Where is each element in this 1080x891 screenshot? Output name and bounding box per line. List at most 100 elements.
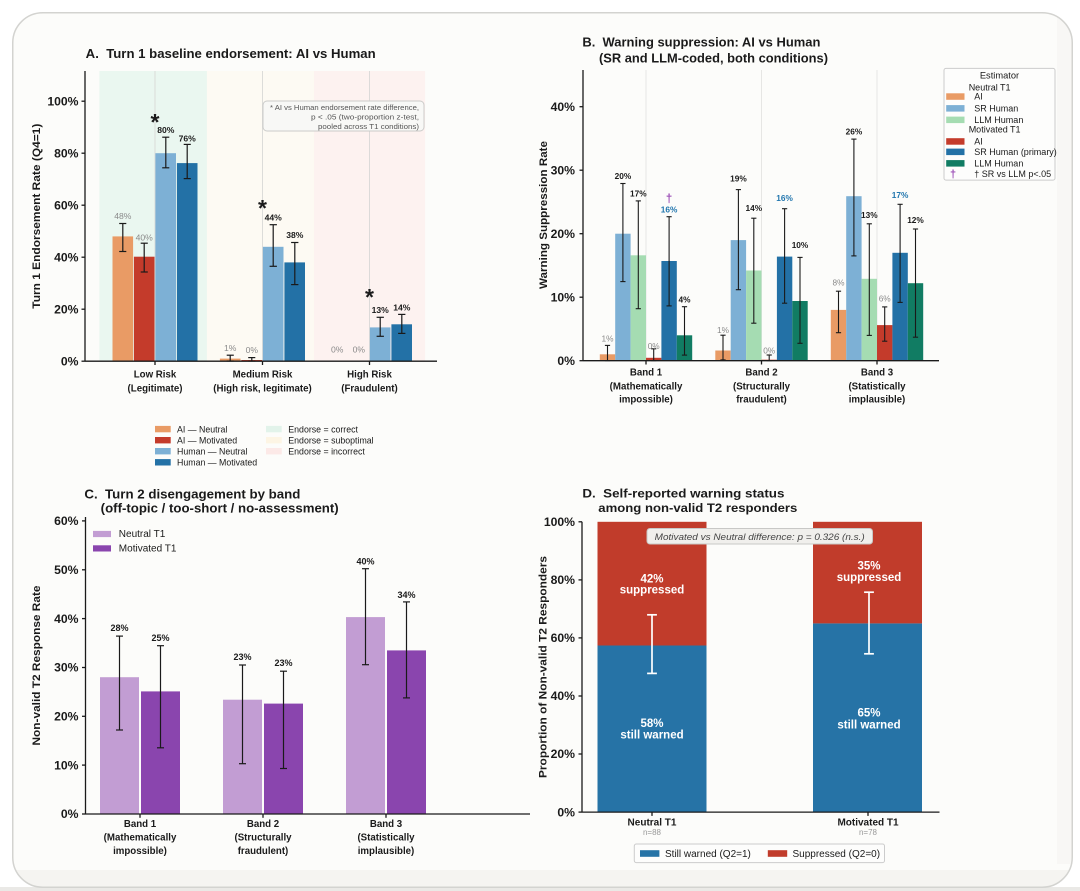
svg-text:suppressed: suppressed (620, 585, 685, 597)
svg-text:Medium Risk: Medium Risk (233, 370, 293, 381)
svg-text:80%: 80% (157, 125, 175, 135)
svg-text:still warned: still warned (620, 730, 683, 742)
svg-text:†: † (666, 194, 672, 206)
svg-text:LLM Human: LLM Human (974, 115, 1023, 125)
svg-text:*: * (365, 284, 374, 310)
svg-text:0%: 0% (246, 345, 259, 355)
svg-text:19%: 19% (730, 174, 747, 184)
svg-text:Still warned (Q2=1): Still warned (Q2=1) (665, 849, 751, 860)
svg-text:AI — Motivated: AI — Motivated (177, 436, 237, 446)
svg-text:Motivated vs Neutral differenc: Motivated vs Neutral difference: p = 0.3… (655, 532, 865, 543)
svg-text:Endorse = correct: Endorse = correct (288, 424, 358, 434)
svg-text:Suppressed (Q2=0): Suppressed (Q2=0) (793, 849, 881, 860)
svg-text:60%: 60% (551, 631, 576, 645)
svg-text:Band 2: Band 2 (247, 819, 279, 830)
svg-text:pooled across T1 conditions): pooled across T1 conditions) (318, 122, 419, 131)
svg-text:(Legitimate): (Legitimate) (128, 383, 183, 394)
svg-text:LLM Human: LLM Human (974, 158, 1023, 168)
svg-text:Band 3: Band 3 (861, 368, 894, 379)
svg-text:(off-topic / too-short / no-as: (off-topic / too-short / no-assessment) (101, 501, 339, 516)
svg-text:fraudulent): fraudulent) (238, 846, 289, 857)
svg-text:Motivated T1: Motivated T1 (969, 124, 1021, 134)
svg-text:40%: 40% (551, 689, 576, 703)
svg-text:(SR and LLM-coded, both condit: (SR and LLM-coded, both conditions) (599, 50, 828, 65)
svg-text:8%: 8% (833, 278, 846, 288)
svg-text:0%: 0% (61, 354, 79, 368)
svg-text:80%: 80% (551, 573, 576, 587)
svg-text:(High risk, legitimate): (High risk, legitimate) (213, 383, 312, 394)
svg-text:40%: 40% (136, 233, 154, 243)
svg-text:SR Human (primary): SR Human (primary) (974, 147, 1057, 157)
svg-text:12%: 12% (907, 215, 924, 225)
svg-text:Band 3: Band 3 (370, 819, 403, 830)
svg-text:25%: 25% (151, 633, 169, 643)
svg-text:Motivated T1: Motivated T1 (119, 543, 177, 554)
svg-text:30%: 30% (54, 661, 79, 675)
svg-text:Band 1: Band 1 (124, 819, 157, 830)
svg-text:20%: 20% (615, 171, 632, 181)
svg-text:6%: 6% (879, 293, 892, 303)
svg-text:Estimator: Estimator (980, 71, 1019, 81)
svg-text:1%: 1% (224, 343, 237, 353)
svg-text:44%: 44% (265, 213, 283, 223)
svg-text:80%: 80% (54, 146, 79, 160)
svg-text:impossible): impossible) (619, 395, 673, 406)
svg-text:(Mathematically: (Mathematically (610, 381, 683, 392)
svg-text:14%: 14% (745, 203, 762, 213)
svg-text:†: † (950, 169, 956, 181)
svg-text:0%: 0% (557, 354, 575, 368)
svg-text:50%: 50% (54, 563, 79, 577)
svg-text:40%: 40% (356, 556, 374, 566)
svg-text:0%: 0% (648, 341, 661, 351)
svg-text:4%: 4% (679, 294, 692, 304)
svg-text:Neutral T1: Neutral T1 (969, 82, 1011, 92)
svg-text:Neutral T1: Neutral T1 (119, 529, 166, 540)
svg-text:10%: 10% (551, 290, 576, 304)
svg-text:17%: 17% (892, 190, 909, 200)
svg-text:C. Turn 2 disengagement by ba: C. Turn 2 disengagement by band (84, 487, 300, 502)
svg-text:13%: 13% (861, 210, 878, 220)
svg-text:AI — Neutral: AI — Neutral (177, 424, 227, 434)
svg-text:Endorse = suboptimal: Endorse = suboptimal (288, 436, 373, 446)
svg-text:40%: 40% (54, 250, 79, 264)
svg-text:still warned: still warned (837, 720, 900, 732)
svg-text:34%: 34% (397, 590, 415, 600)
svg-text:16%: 16% (661, 204, 678, 214)
svg-text:48%: 48% (114, 211, 132, 221)
svg-text:35%: 35% (857, 561, 880, 573)
svg-text:100%: 100% (47, 94, 78, 108)
svg-text:Endorse = incorrect: Endorse = incorrect (288, 447, 365, 457)
svg-text:20%: 20% (54, 710, 79, 724)
svg-text:26%: 26% (846, 127, 863, 137)
svg-text:60%: 60% (54, 198, 79, 212)
svg-text:A. Turn 1 baseline endorsemen: A. Turn 1 baseline endorsement: AI vs Hu… (86, 46, 376, 61)
svg-text:Proportion of Non-valid T2 Res: Proportion of Non-valid T2 Responders (538, 556, 550, 778)
svg-text:† SR vs LLM p<.05: † SR vs LLM p<.05 (974, 169, 1051, 179)
svg-text:20%: 20% (551, 747, 576, 761)
svg-text:(Structurally: (Structurally (733, 381, 791, 392)
svg-text:Turn 1 Endorsement Rate (Q4=1): Turn 1 Endorsement Rate (Q4=1) (31, 123, 43, 308)
svg-text:0%: 0% (557, 805, 575, 819)
svg-text:Warning Suppression Rate: Warning Suppression Rate (538, 141, 550, 289)
svg-text:(Fraudulent): (Fraudulent) (341, 383, 398, 394)
svg-text:*: * (151, 109, 160, 135)
svg-text:1%: 1% (602, 334, 615, 344)
svg-text:0%: 0% (331, 345, 344, 355)
svg-text:23%: 23% (274, 658, 292, 668)
svg-text:SR Human: SR Human (974, 103, 1018, 113)
svg-text:14%: 14% (393, 303, 411, 313)
svg-text:Neutral T1: Neutral T1 (628, 817, 677, 828)
svg-text:10%: 10% (792, 240, 809, 250)
svg-text:76%: 76% (179, 134, 197, 144)
svg-text:Band 1: Band 1 (630, 368, 663, 379)
svg-text:(Statistically: (Statistically (357, 833, 415, 844)
svg-text:42%: 42% (640, 573, 663, 585)
svg-text:Motivated T1: Motivated T1 (837, 817, 899, 828)
svg-text:n=78: n=78 (859, 828, 878, 837)
svg-text:30%: 30% (551, 163, 576, 177)
svg-text:58%: 58% (640, 718, 663, 730)
svg-text:23%: 23% (233, 652, 251, 662)
svg-text:Human — Neutral: Human — Neutral (177, 447, 247, 457)
svg-text:High Risk: High Risk (347, 370, 392, 381)
svg-text:20%: 20% (551, 227, 576, 241)
